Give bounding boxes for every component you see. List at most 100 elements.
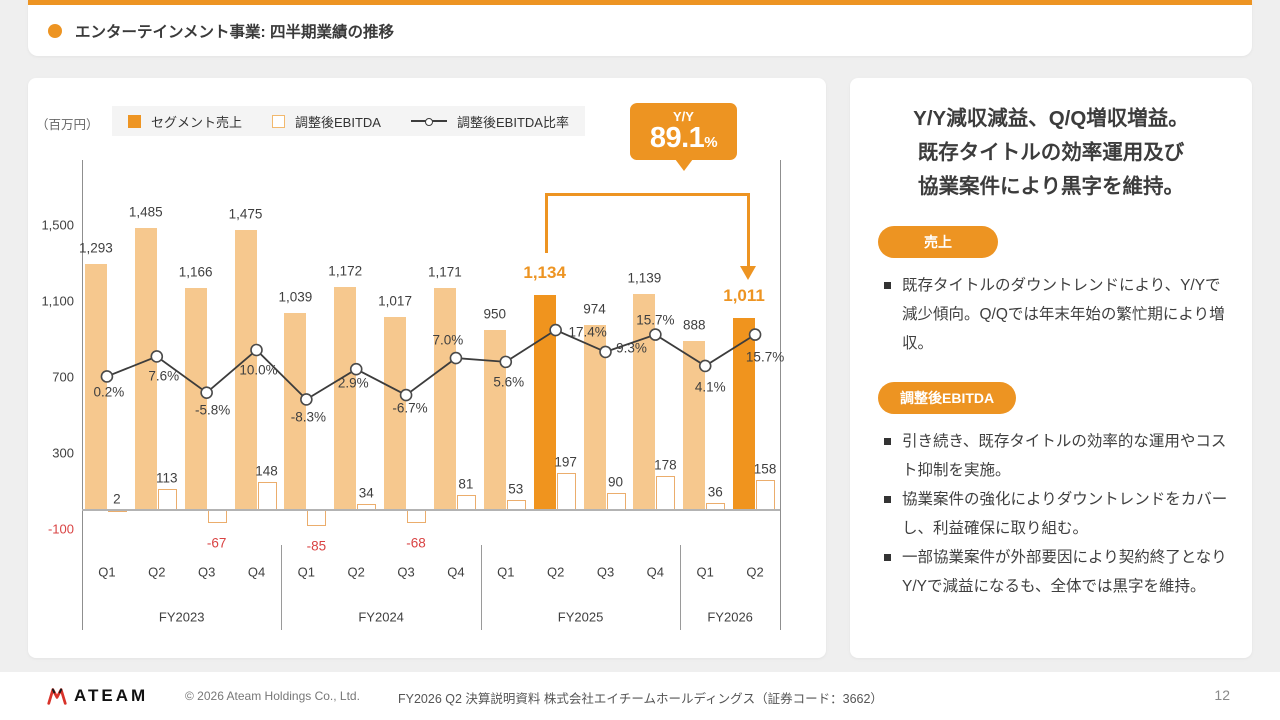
- ratio-point: [449, 351, 463, 365]
- ratio-value-label: 15.7%: [636, 312, 675, 328]
- sales-value-label: 1,134: [523, 262, 566, 282]
- quarter-label: Q3: [197, 564, 216, 580]
- y-axis-tick: -100: [47, 521, 74, 537]
- ebitda-value-label: 36: [707, 484, 723, 500]
- ratio-point: [349, 362, 363, 376]
- ratio-point: [200, 386, 213, 399]
- sales-bar: [284, 312, 307, 510]
- ratio-line-icon: [410, 118, 447, 126]
- sales-bar: [433, 287, 456, 510]
- ateam-logo-icon: [47, 688, 67, 705]
- bullet-dot-icon: [48, 23, 62, 38]
- arrow-down-icon: [740, 266, 756, 280]
- legend-label-sales: セグメント売上: [151, 114, 243, 130]
- sales-swatch-icon: [128, 114, 141, 128]
- ratio-line-series: [100, 323, 762, 406]
- ebitda-value-label: 2: [113, 491, 121, 507]
- bullet-item: 引き続き、既存タイトルの効率的な運用やコスト抑制を実施。: [884, 427, 1232, 485]
- quarter-label: Q4: [247, 564, 266, 580]
- sales-value-label: 1,475: [228, 206, 263, 222]
- commentary-panel: Y/Y減収減益、Q/Q増収増益。 既存タイトルの効率運用及び 協業案件により黒字…: [850, 78, 1252, 658]
- ratio-value-label: 4.1%: [694, 379, 726, 395]
- sales-value-label: 1,172: [328, 263, 363, 279]
- ratio-point: [649, 328, 662, 341]
- yoy-callout: Y/Y 89.1%: [630, 103, 737, 171]
- ratio-point: [599, 345, 612, 359]
- ebitda-swatch-icon: [272, 114, 286, 128]
- sales-bar: [234, 229, 257, 510]
- sales-badge: 売上: [878, 226, 998, 258]
- ateam-logo-text: ATEAM: [74, 686, 149, 705]
- sales-value-label: 1,011: [723, 285, 765, 305]
- ratio-value-label: 9.3%: [616, 340, 647, 356]
- bullet-square-icon: [884, 282, 891, 289]
- bullet-item: 一部協業案件が外部要因により契約終了となりY/Yで減益になるも、全体では黒字を維…: [884, 543, 1232, 601]
- quarter-label: Q2: [148, 564, 166, 580]
- y-axis-tick: 300: [52, 445, 74, 461]
- ebitda-value-label: 148: [255, 463, 278, 479]
- sales-value-label: 974: [583, 301, 606, 317]
- quarter-label: Q1: [297, 564, 316, 580]
- fiscal-year-separator: [680, 545, 682, 630]
- ratio-point: [100, 370, 114, 383]
- ratio-value-label: 7.0%: [432, 332, 464, 348]
- quarter-label: Q3: [397, 564, 415, 580]
- ratio-value-label: 0.2%: [93, 384, 125, 400]
- quarter-label: Q1: [497, 564, 515, 580]
- bullet-square-icon: [884, 496, 891, 503]
- sales-bar: [733, 317, 756, 510]
- fiscal-year-label: FY2025: [557, 609, 604, 625]
- page-number: 12: [1214, 687, 1230, 703]
- ebitda-badge: 調整後EBITDA: [878, 382, 1017, 414]
- ratio-point: [499, 355, 513, 369]
- sales-bar: [184, 288, 207, 510]
- ratio-value-label: 7.6%: [148, 368, 180, 384]
- y-axis-tick: 1,500: [41, 217, 74, 233]
- chart-plot: 1,500 1,100 700 300 -100 1,293 1,485 1,166 1,475…: [28, 78, 826, 658]
- ebitda-value-label: -85: [306, 538, 327, 554]
- quarter-label: Q4: [646, 564, 665, 580]
- legend-label-ebitda: 調整後EBITDA: [295, 114, 381, 130]
- document-title: FY2026 Q2 決算説明資料 株式会社エイチームホールディングス（証券コード…: [398, 692, 883, 706]
- sales-bar: [533, 294, 556, 510]
- ebitda-bullet-list: 引き続き、既存タイトルの効率的な運用やコスト抑制を実施。 協業案件の強化によりダ…: [884, 427, 1232, 601]
- ratio-value-label: 5.6%: [493, 374, 525, 390]
- sales-value-label: 1,017: [378, 293, 412, 309]
- quarter-label: Q2: [347, 564, 365, 580]
- fiscal-year-label: FY2023: [158, 609, 205, 625]
- y-axis-line: [82, 160, 83, 630]
- fiscal-year-separator: [480, 545, 482, 630]
- y-axis-tick: 700: [52, 369, 74, 385]
- ratio-point: [698, 359, 712, 373]
- bullet-square-icon: [884, 554, 891, 561]
- fiscal-year-label: FY2024: [358, 609, 404, 625]
- ebitda-value-label: 178: [654, 457, 677, 473]
- sales-bar: [583, 324, 606, 510]
- sales-bar: [334, 287, 357, 510]
- bullet-item: 既存タイトルのダウントレンドにより、Y/Yで減少傾向。Q/Qでは年末年始の繁忙期…: [884, 271, 1232, 358]
- quarter-label: Q2: [546, 564, 565, 580]
- sales-bar: [84, 264, 107, 510]
- sales-value-label: 1,171: [428, 264, 462, 279]
- ebitda-value-label: -67: [206, 535, 227, 551]
- sales-bar: [633, 293, 656, 510]
- slide-footer: ATEAM © 2026 Ateam Holdings Co., Ltd. FY…: [0, 672, 1280, 720]
- sales-value-label: 1,485: [128, 204, 163, 220]
- ratio-point: [399, 388, 413, 402]
- copyright-text: © 2026 Ateam Holdings Co., Ltd.: [185, 689, 360, 703]
- ebitda-value-label: 158: [753, 461, 777, 477]
- bullet-square-icon: [884, 438, 891, 445]
- yoy-callout-label: Y/Y: [673, 109, 694, 124]
- sales-value-label: 950: [483, 306, 507, 321]
- chart-panel: （百万円） セグメント売上 調整後EBITDA 調整後EBITDA比率 Y/Y …: [28, 78, 826, 658]
- fiscal-year-label: FY2026: [707, 609, 753, 625]
- quarter-label: Q3: [596, 564, 615, 580]
- legend-label-ratio: 調整後EBITDA比率: [456, 114, 569, 130]
- slide-header: エンターテインメント事業: 四半期業績の推移: [28, 0, 1252, 56]
- sales-bullet-list: 既存タイトルのダウントレンドにより、Y/Yで減少傾向。Q/Qでは年末年始の繁忙期…: [884, 271, 1232, 358]
- ebitda-value-label: 197: [554, 454, 577, 470]
- page-title: エンターテインメント事業: 四半期業績の推移: [75, 23, 395, 41]
- y-axis-tick: 1,100: [41, 293, 74, 309]
- ebitda-value-label: 90: [607, 474, 624, 490]
- ratio-value-label: -8.3%: [290, 409, 326, 425]
